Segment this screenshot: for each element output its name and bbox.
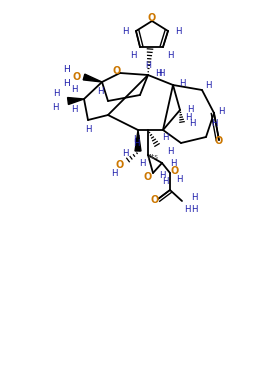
Text: H: H: [122, 150, 128, 159]
Text: H: H: [191, 194, 197, 203]
Text: H: H: [184, 206, 190, 214]
Polygon shape: [83, 74, 102, 82]
Text: O: O: [151, 195, 159, 205]
Text: H: H: [158, 69, 164, 78]
Text: H: H: [53, 88, 59, 97]
Text: H: H: [205, 81, 211, 91]
Text: H: H: [145, 60, 151, 69]
Text: H: H: [111, 169, 117, 178]
Text: H: H: [130, 50, 136, 60]
Text: O: O: [116, 160, 124, 170]
Text: H: H: [63, 78, 69, 88]
Text: H: H: [52, 103, 58, 113]
Text: H: H: [170, 159, 176, 167]
Text: H: H: [97, 88, 103, 97]
Text: H: H: [167, 147, 173, 156]
Text: H: H: [175, 26, 181, 35]
Polygon shape: [135, 130, 141, 151]
Text: H: H: [133, 135, 139, 144]
Text: H: H: [189, 119, 195, 129]
Polygon shape: [68, 97, 84, 104]
Text: O: O: [144, 172, 152, 182]
Text: Ats: Ats: [147, 154, 158, 160]
Text: H: H: [167, 50, 173, 60]
Text: O: O: [73, 72, 81, 82]
Text: H: H: [133, 138, 139, 147]
Text: H: H: [162, 134, 168, 142]
Text: H: H: [155, 69, 161, 78]
Text: H: H: [71, 104, 77, 113]
Text: H: H: [139, 160, 145, 169]
Text: H: H: [162, 176, 168, 185]
Text: H: H: [191, 206, 197, 214]
Text: O: O: [113, 66, 121, 76]
Text: H: H: [85, 125, 91, 134]
Text: O: O: [148, 13, 156, 23]
Text: H: H: [211, 119, 217, 128]
Text: H: H: [218, 107, 224, 116]
Text: H: H: [71, 85, 77, 94]
Text: H: H: [185, 113, 191, 122]
Text: H: H: [176, 176, 182, 185]
Text: H: H: [159, 170, 165, 179]
Text: O: O: [171, 166, 179, 176]
Text: H: H: [122, 26, 128, 35]
Text: O: O: [215, 136, 223, 146]
Text: H: H: [64, 65, 70, 73]
Text: H: H: [179, 79, 185, 88]
Text: H: H: [187, 106, 193, 115]
